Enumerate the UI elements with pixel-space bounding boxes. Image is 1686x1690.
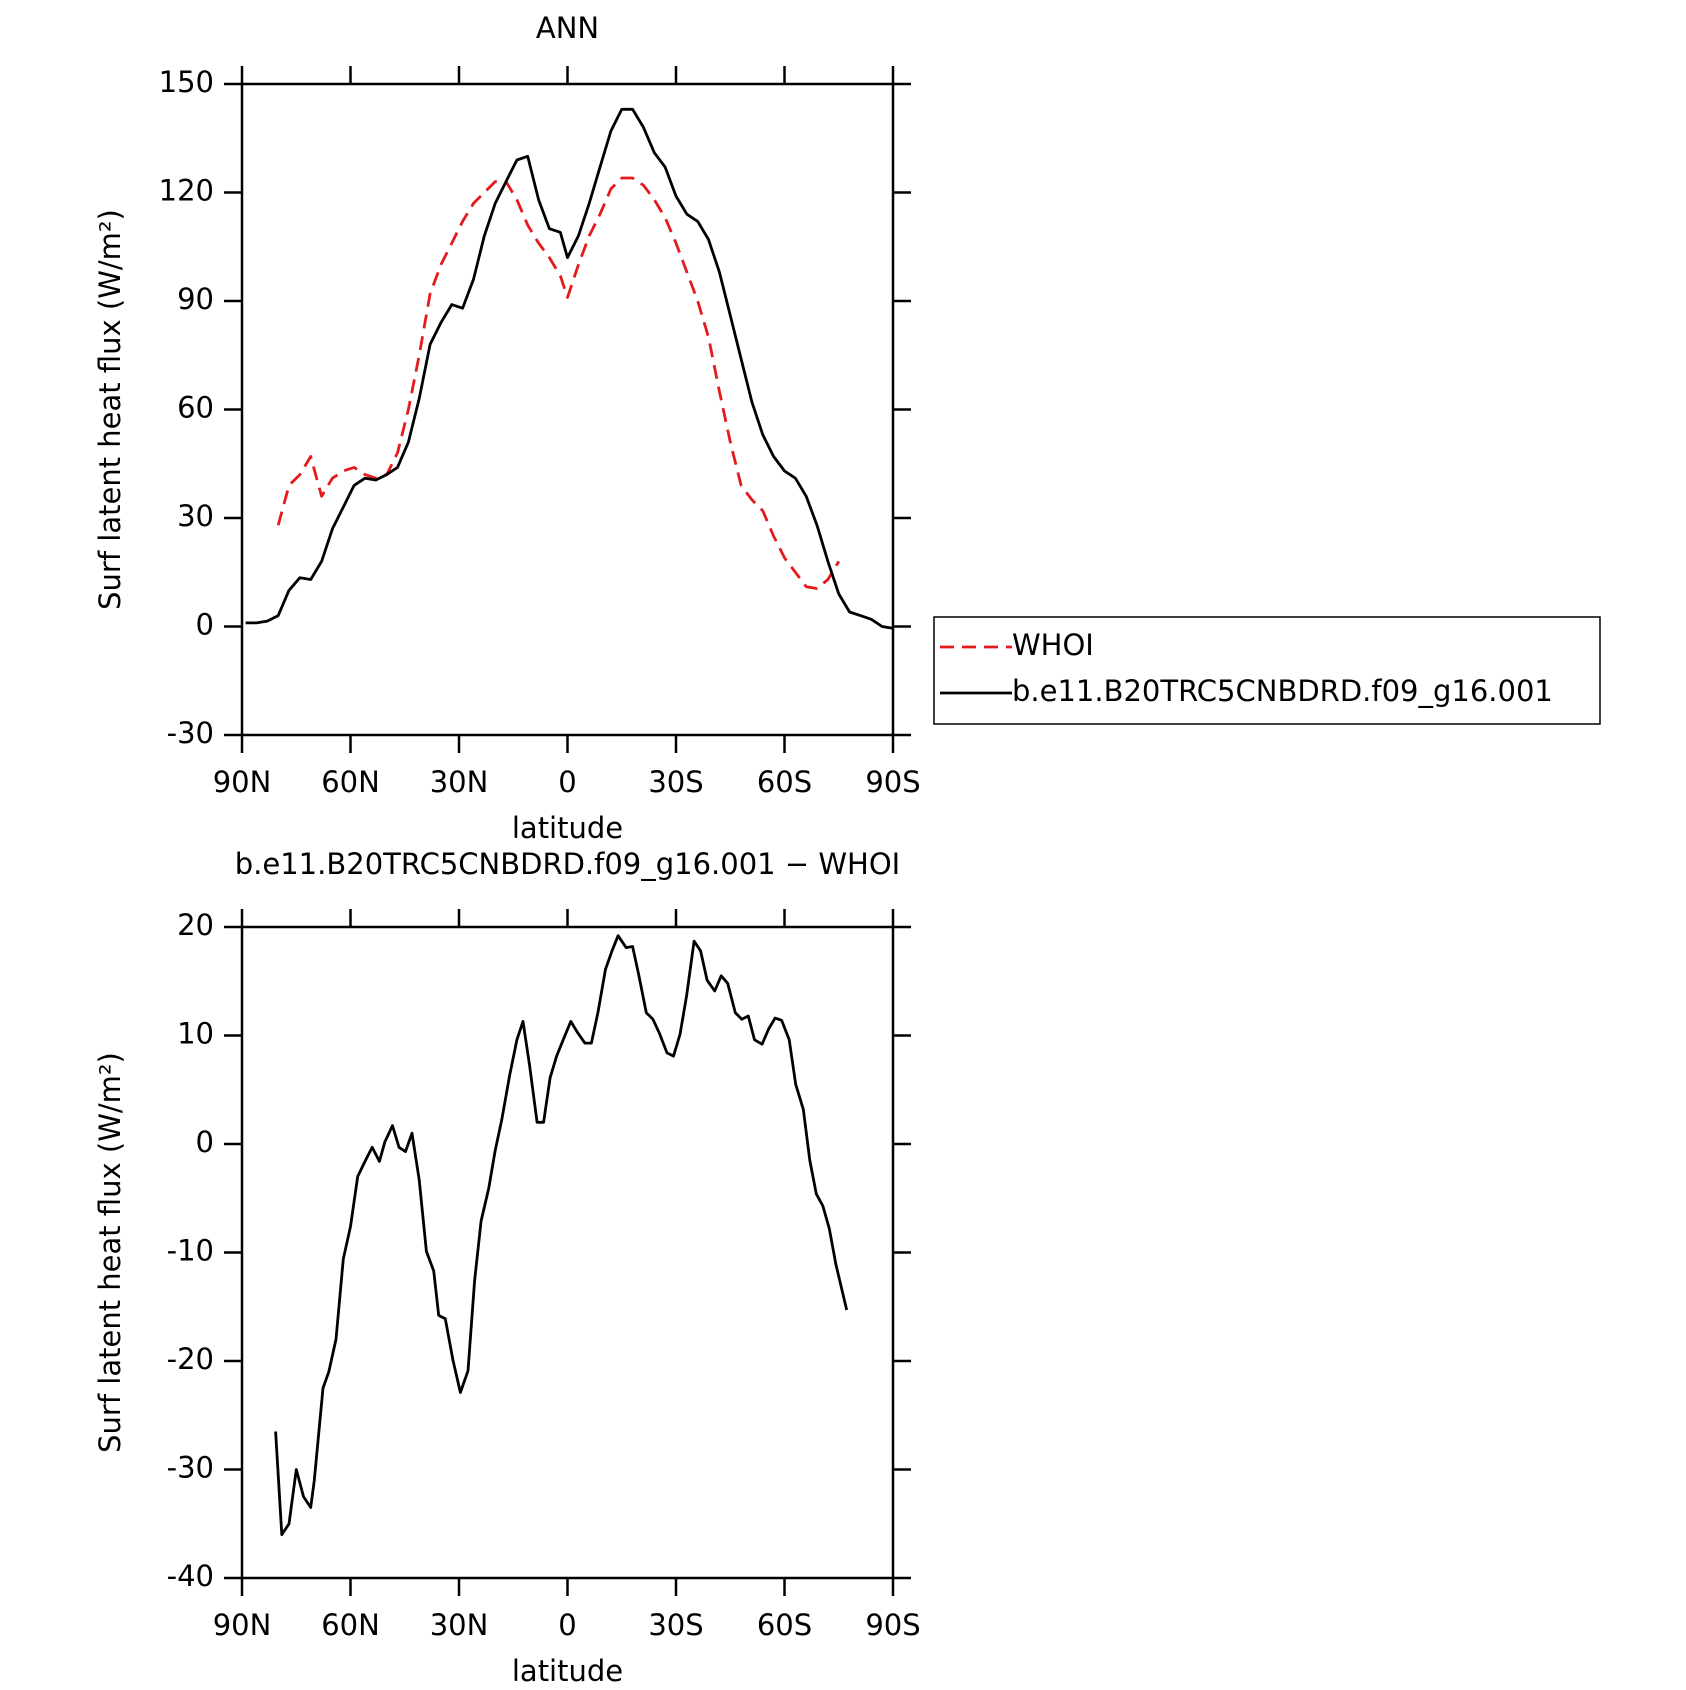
plot-frame (240, 82, 895, 737)
x-tick-label: 90S (865, 765, 920, 799)
x-tick-label: 60N (321, 765, 380, 799)
y-tick-label: 120 (159, 174, 214, 208)
x-tick-label: 60S (757, 765, 812, 799)
y-tick-label: -30 (167, 1451, 214, 1485)
y-axis-label: Surf latent heat flux (W/m²) (93, 1052, 127, 1453)
y-tick-label: -10 (167, 1234, 214, 1268)
x-axis-label: latitude (512, 811, 623, 845)
y-tick-label: -40 (167, 1559, 214, 1593)
y-tick-label: 60 (177, 391, 214, 425)
x-tick-label: 30S (648, 765, 703, 799)
legend-label: WHOI (1012, 628, 1094, 662)
x-tick-label: 90S (865, 1608, 920, 1642)
data-line (276, 176, 840, 590)
x-tick-label: 0 (558, 1608, 576, 1642)
y-tick-label: 150 (159, 65, 214, 99)
chart-title: b.e11.B20TRC5CNBDRD.f09_g16.001 − WHOI (235, 847, 900, 881)
plot-frame (240, 925, 895, 1580)
data-line (274, 934, 849, 1536)
legend-label: b.e11.B20TRC5CNBDRD.f09_g16.001 (1012, 674, 1553, 708)
y-tick-label: -20 (167, 1342, 214, 1376)
legend-box (933, 616, 1601, 725)
x-axis-label: latitude (512, 1654, 623, 1686)
y-tick-label: 30 (177, 499, 214, 533)
x-tick-label: 60N (321, 1608, 380, 1642)
y-tick-label: 20 (177, 908, 214, 942)
x-tick-label: 60S (757, 1608, 812, 1642)
x-tick-label: 30N (430, 765, 489, 799)
y-tick-label: 90 (177, 282, 214, 316)
y-tick-label: -30 (167, 716, 214, 750)
y-tick-label: 0 (196, 608, 214, 642)
x-tick-label: 0 (558, 765, 576, 799)
y-tick-label: 0 (196, 1125, 214, 1159)
x-tick-label: 90N (213, 1608, 272, 1642)
x-tick-label: 90N (213, 765, 272, 799)
chart-title: ANN (536, 11, 599, 45)
data-line (245, 107, 894, 630)
x-tick-label: 30S (648, 1608, 703, 1642)
y-tick-label: 10 (177, 1017, 214, 1051)
y-axis-label: Surf latent heat flux (W/m²) (93, 209, 127, 610)
x-tick-label: 30N (430, 1608, 489, 1642)
